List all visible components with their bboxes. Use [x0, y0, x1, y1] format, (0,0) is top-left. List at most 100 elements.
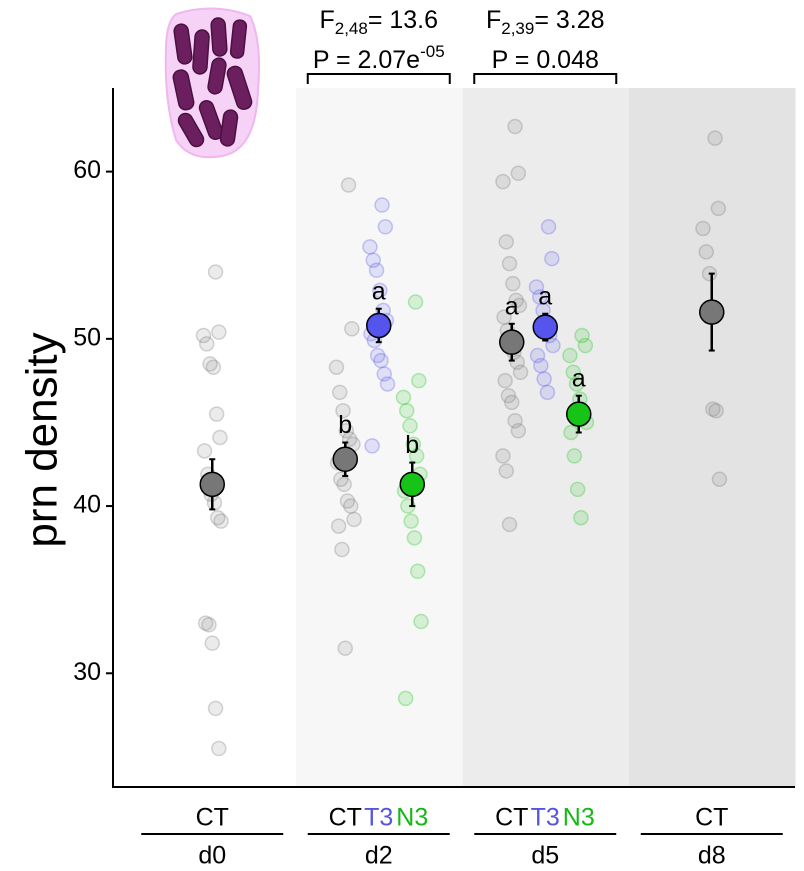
data-point [346, 511, 362, 528]
p-exponent: -05 [420, 42, 445, 61]
x-tick-label: CT [196, 804, 229, 832]
data-point [413, 613, 429, 630]
data-point [568, 376, 585, 392]
significance-letter: a [572, 364, 586, 392]
data-point [536, 371, 552, 387]
significance-letter: b [405, 431, 419, 459]
y-tick-label: 60 [73, 156, 101, 184]
data-point [201, 617, 217, 633]
data-point [334, 541, 350, 558]
panel-background [462, 88, 629, 787]
data-point [708, 402, 724, 419]
stats-bracket [306, 73, 451, 84]
f-value: = 13.6 [368, 6, 438, 34]
data-point [410, 563, 426, 580]
data-point [344, 321, 360, 337]
data-point [411, 372, 427, 389]
data-point [206, 494, 223, 511]
y-tick-label: 40 [73, 491, 101, 519]
data-point [496, 309, 512, 325]
data-point [510, 165, 527, 182]
data-point [362, 239, 378, 255]
data-point [339, 493, 356, 509]
data-point [408, 448, 425, 464]
group-label: d2 [365, 842, 393, 870]
x-tick-label: CT [329, 804, 362, 832]
group-label: d8 [698, 842, 726, 870]
data-point [403, 513, 419, 529]
mean-point [199, 471, 225, 498]
data-point [532, 289, 548, 305]
data-point [204, 635, 220, 651]
data-point [213, 513, 229, 529]
data-point [501, 255, 518, 272]
data-point [377, 219, 394, 235]
data-point [695, 220, 711, 237]
data-point [577, 337, 594, 354]
x-tick-label: CT [695, 804, 728, 832]
data-point [505, 275, 521, 292]
data-point [533, 357, 549, 374]
data-point [698, 244, 714, 260]
data-point [395, 389, 412, 406]
f-symbol: F [319, 6, 334, 34]
data-point [207, 264, 224, 280]
data-point [511, 297, 528, 314]
data-point [405, 436, 422, 452]
data-point [210, 510, 226, 526]
data-point [379, 376, 396, 392]
data-point [545, 337, 561, 354]
data-point [364, 438, 380, 454]
data-point [508, 292, 524, 309]
data-point [365, 252, 381, 268]
panel-background [296, 88, 463, 787]
data-point [569, 481, 586, 498]
data-point [504, 394, 520, 411]
mean-point [532, 314, 558, 340]
data-point [562, 347, 578, 364]
data-point [212, 429, 228, 446]
data-point [340, 177, 357, 193]
f-value: = 3.28 [534, 6, 604, 34]
group-label: d5 [531, 842, 559, 870]
p-value: P = 2.07e-05 [313, 42, 445, 74]
data-point [373, 352, 389, 369]
mean-point [499, 329, 525, 355]
data-point [332, 384, 348, 401]
data-point [498, 463, 514, 479]
data-point [407, 294, 424, 310]
data-point [211, 740, 227, 757]
p-value: P = 0.048 [492, 46, 599, 74]
data-point [199, 336, 215, 352]
data-point [369, 347, 386, 364]
mean-point [699, 299, 725, 325]
cell-icon [164, 7, 260, 159]
data-point [374, 197, 390, 213]
data-point [338, 423, 355, 439]
f-symbol: F [486, 6, 501, 34]
data-point [397, 690, 414, 707]
data-point [205, 359, 222, 376]
stats-bracket [473, 73, 618, 84]
data-point [399, 402, 415, 419]
data-point [565, 364, 581, 381]
data-point [539, 384, 556, 401]
significance-letter: a [538, 282, 552, 310]
data-point [208, 406, 225, 422]
data-point [509, 354, 525, 370]
data-point [368, 262, 385, 279]
significance-letter: b [338, 411, 352, 439]
data-point [507, 413, 523, 429]
data-point [211, 324, 227, 340]
data-point [705, 401, 721, 417]
data-point [197, 615, 214, 631]
data-point [495, 448, 511, 464]
p-text: P = 2.07e [313, 46, 420, 74]
data-point [495, 173, 511, 190]
p-text: P = 0.048 [492, 46, 599, 74]
data-point [574, 327, 590, 344]
f-degrees: 2,39 [501, 19, 534, 38]
